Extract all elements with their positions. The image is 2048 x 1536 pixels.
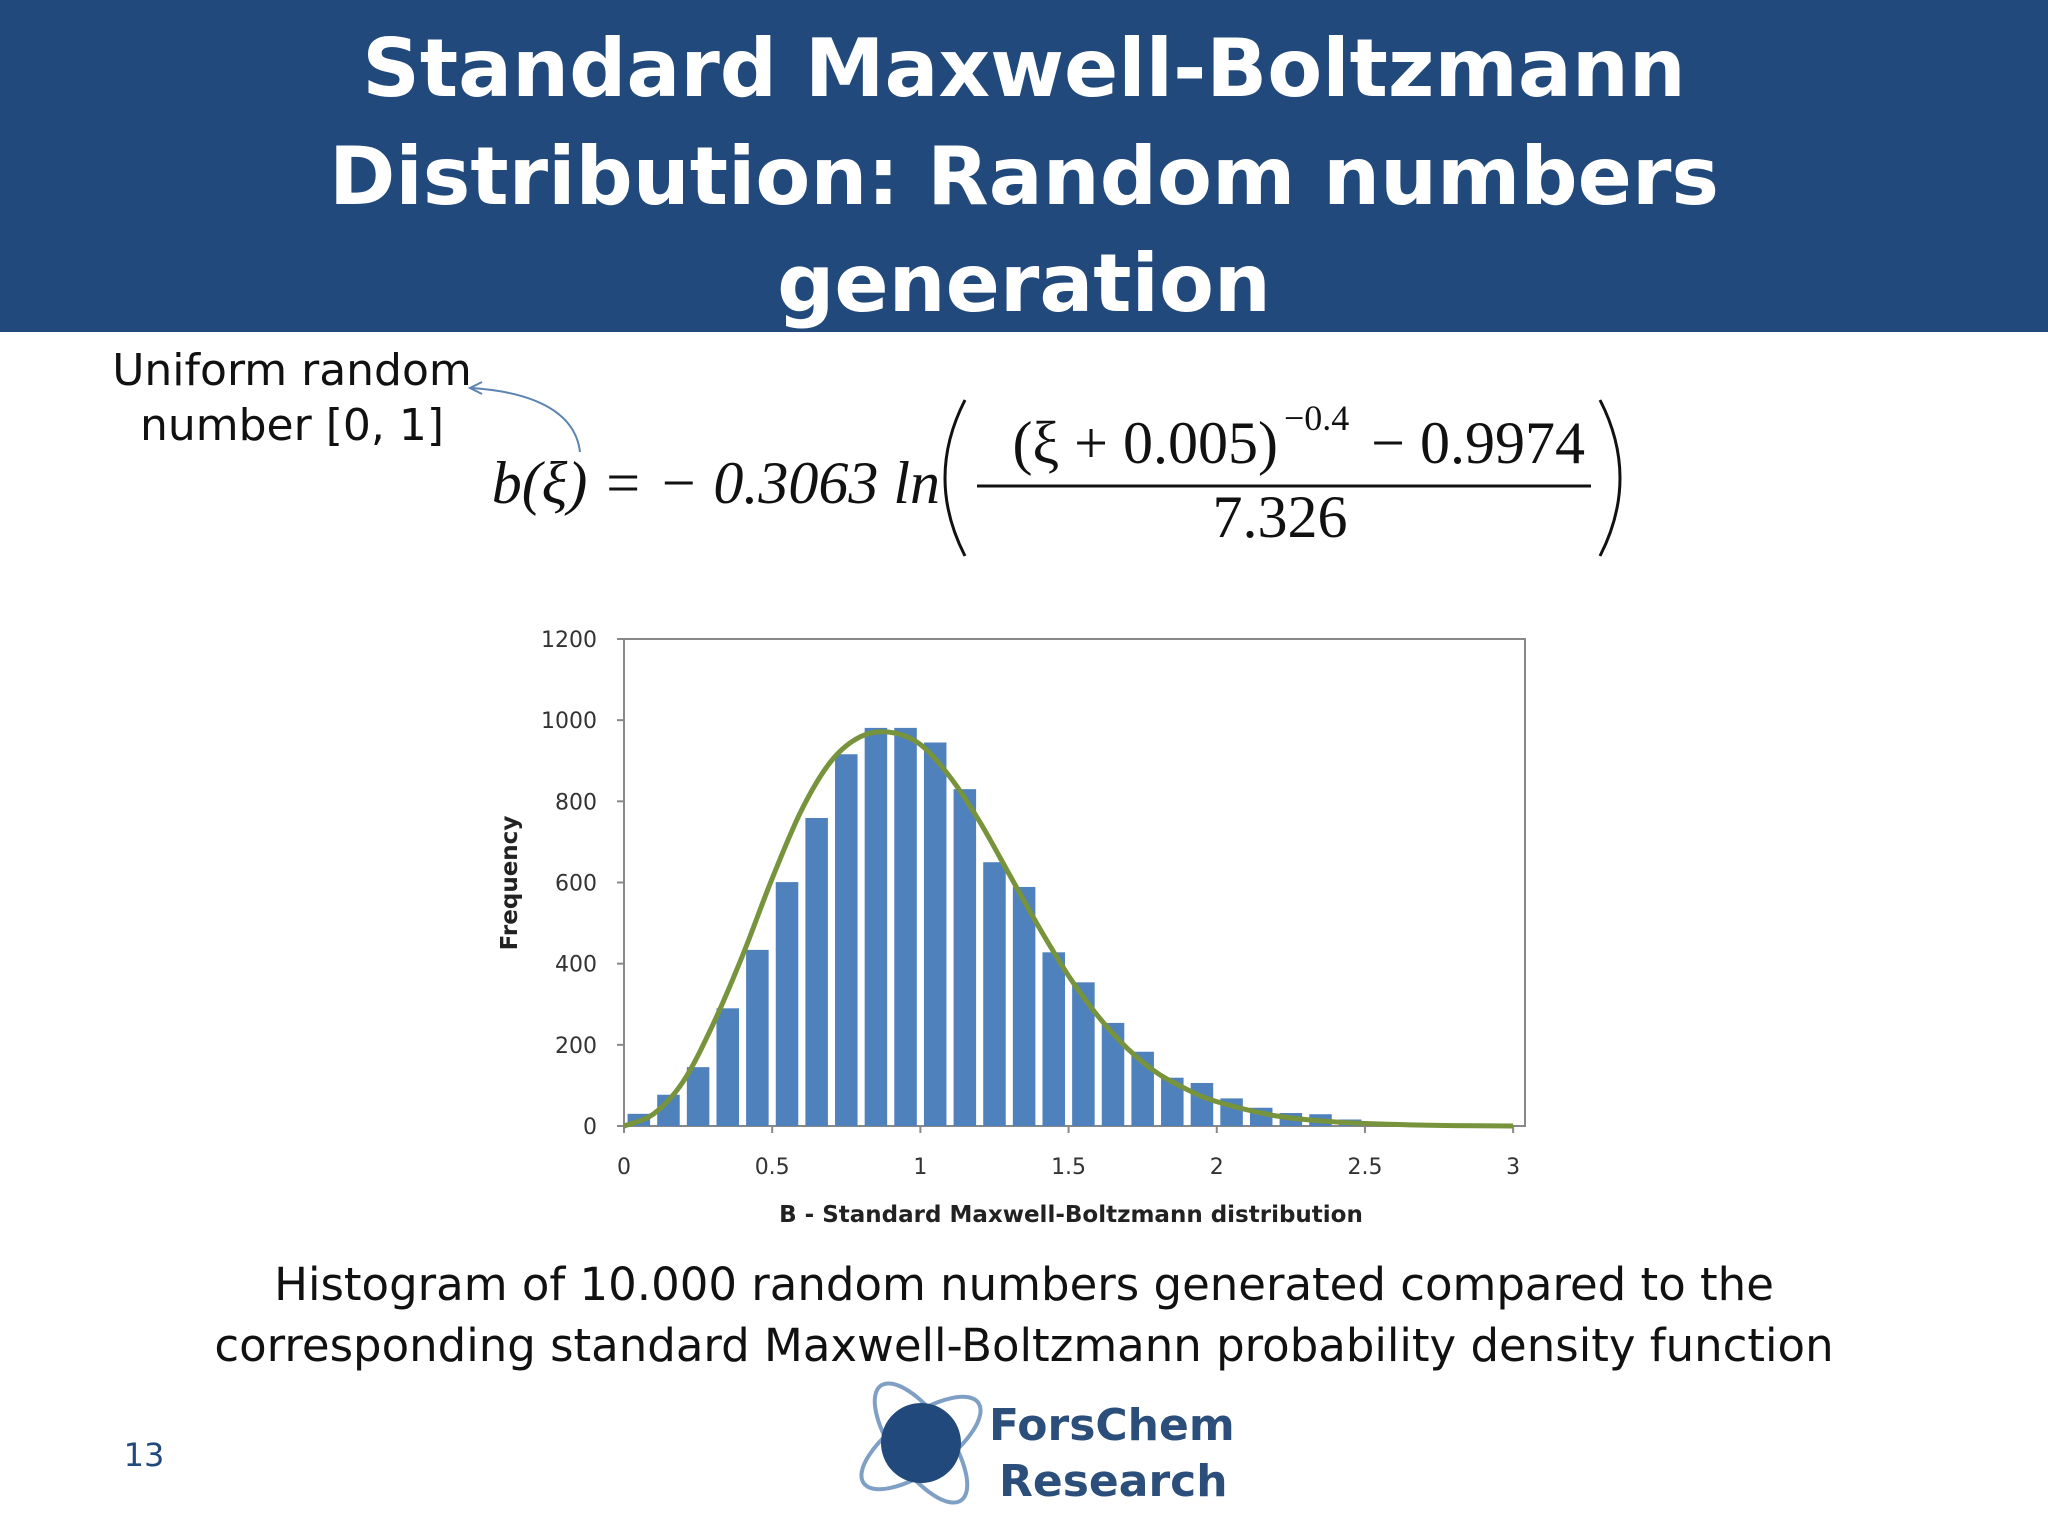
bar bbox=[835, 754, 858, 1126]
bar bbox=[894, 727, 917, 1126]
bar bbox=[746, 949, 769, 1126]
caption-line: corresponding standard Maxwell-Boltzmann… bbox=[214, 1319, 1833, 1372]
annotation-line: number [0, 1] bbox=[140, 400, 444, 451]
caption-line: Histogram of 10.000 random numbers gener… bbox=[274, 1258, 1774, 1311]
logo-icon bbox=[859, 1381, 983, 1505]
page-number: 13 bbox=[124, 1436, 165, 1474]
bar bbox=[775, 882, 799, 1126]
x-tick-label: 1.5 bbox=[1051, 1155, 1086, 1180]
bar bbox=[1042, 952, 1066, 1126]
bar bbox=[864, 727, 888, 1126]
bar bbox=[923, 742, 947, 1126]
numerator-rest: − 0.9974 bbox=[1371, 410, 1585, 476]
bar bbox=[657, 1094, 680, 1126]
chart: 0 200 400 600 800 1000 1200 0 0.5 1 1.5 2 2.5 3 Freque… bbox=[497, 628, 1526, 1228]
x-tick-label: 0 bbox=[617, 1155, 631, 1180]
big-paren bbox=[1598, 399, 1622, 557]
big-paren bbox=[943, 399, 967, 557]
y-tick-label: 1200 bbox=[541, 628, 597, 653]
formula-lhs: b(ξ) = − 0.3063 ln bbox=[492, 450, 940, 516]
title-line: generation bbox=[777, 237, 1271, 330]
bar bbox=[953, 789, 977, 1126]
logo-text: Research bbox=[999, 1456, 1228, 1507]
bar bbox=[686, 1067, 710, 1126]
title-line: Distribution: Random numbers bbox=[329, 130, 1719, 223]
x-tick-label: 2 bbox=[1210, 1155, 1224, 1180]
bar bbox=[1161, 1077, 1184, 1126]
y-axis-title: Frequency bbox=[497, 816, 523, 951]
bar bbox=[983, 862, 1006, 1126]
y-tick-label: 1000 bbox=[541, 709, 597, 734]
x-tick-label: 3 bbox=[1506, 1155, 1520, 1180]
bar bbox=[805, 817, 828, 1126]
x-tick-label: 1 bbox=[913, 1155, 927, 1180]
y-tick-label: 400 bbox=[555, 953, 597, 978]
bar bbox=[1072, 982, 1095, 1126]
x-tick-label: 2.5 bbox=[1347, 1155, 1382, 1180]
y-tick-label: 0 bbox=[583, 1115, 597, 1140]
exponent: −0.4 bbox=[1284, 398, 1349, 438]
y-tick-label: 200 bbox=[555, 1034, 597, 1059]
bar bbox=[1101, 1022, 1125, 1126]
density-curve bbox=[623, 729, 1514, 1129]
x-tick-label: 0.5 bbox=[755, 1155, 790, 1180]
logo-text: ForsChem bbox=[989, 1400, 1235, 1451]
x-axis-title: B - Standard Maxwell-Boltzmann distribut… bbox=[779, 1202, 1363, 1228]
annotation-arrow bbox=[471, 387, 581, 453]
header-band bbox=[0, 0, 2048, 332]
bar bbox=[716, 1008, 739, 1126]
title-line: Standard Maxwell-Boltzmann bbox=[362, 22, 1685, 115]
numerator-base: (ξ + 0.005) bbox=[1012, 410, 1278, 476]
y-tick-label: 800 bbox=[555, 790, 597, 815]
denominator: 7.326 bbox=[1213, 484, 1348, 550]
arrow-head bbox=[467, 381, 483, 395]
bar bbox=[1131, 1051, 1154, 1126]
bar bbox=[1012, 886, 1036, 1126]
bar bbox=[1190, 1082, 1214, 1126]
y-tick-label: 600 bbox=[555, 872, 597, 897]
annotation-line: Uniform random bbox=[112, 345, 472, 396]
